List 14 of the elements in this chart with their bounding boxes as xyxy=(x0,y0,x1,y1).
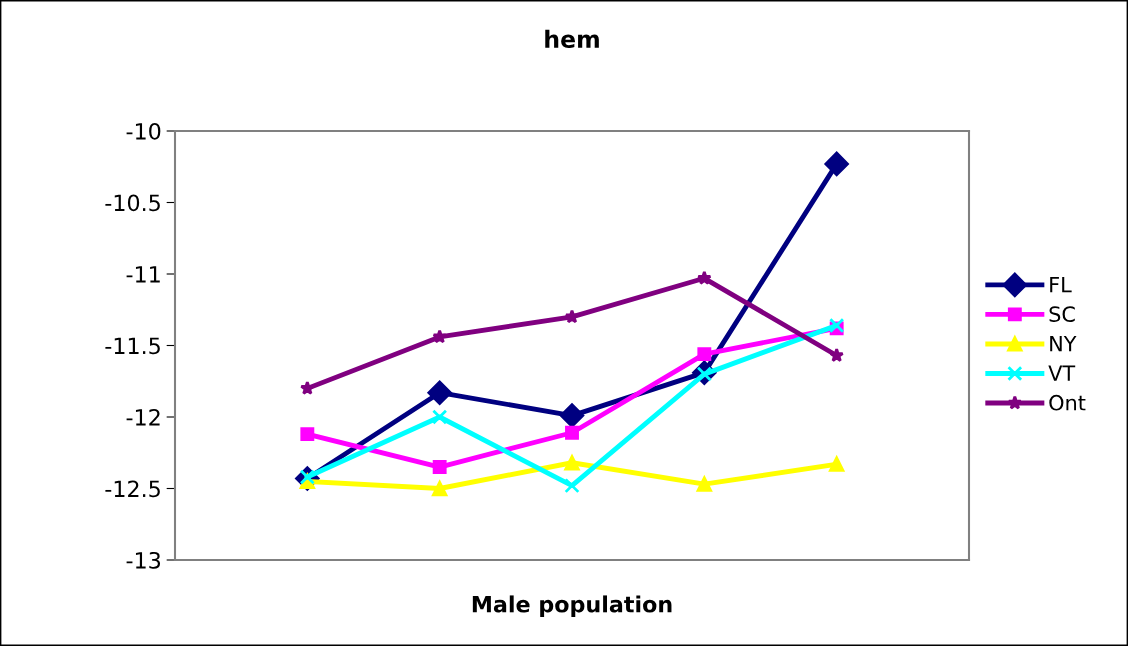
legend-label: Ont xyxy=(1049,394,1086,411)
y-tick-label: -12.5 xyxy=(105,480,160,498)
chart-title: hem xyxy=(545,29,599,48)
y-tick-label: -13 xyxy=(126,551,161,569)
y-tick-label: -12 xyxy=(126,408,160,426)
legend-label: NY xyxy=(1050,336,1077,352)
x-axis-title: Male population xyxy=(472,595,672,617)
legend-label: VT xyxy=(1048,365,1076,381)
legend-label: FL xyxy=(1050,276,1072,293)
y-tick-label: -11 xyxy=(126,266,160,283)
y-tick-label: -10.5 xyxy=(105,194,160,212)
y-tick-label: -11.5 xyxy=(105,337,160,355)
y-tick-label: -10 xyxy=(126,122,161,140)
legend-label: SC xyxy=(1049,306,1075,323)
